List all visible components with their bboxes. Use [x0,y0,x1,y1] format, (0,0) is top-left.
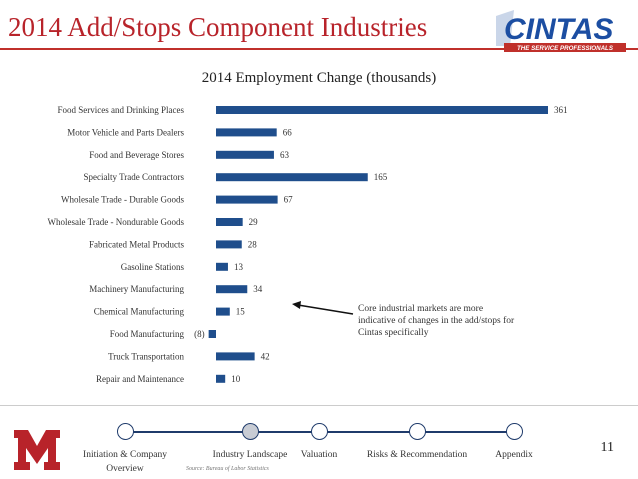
value-label: 15 [236,307,246,317]
chart-title: 2014 Employment Change (thousands) [201,70,437,86]
svg-text:THE SERVICE PROFESSIONALS: THE SERVICE PROFESSIONALS [517,45,614,52]
category-label: Wholesale Trade - Nondurable Goods [48,217,185,227]
timeline-node[interactable] [310,423,328,440]
category-label: Repair and Maintenance [96,374,184,384]
category-label: Food and Beverage Stores [89,150,184,160]
bar [216,150,274,159]
value-label: 13 [234,262,244,272]
bar [216,240,242,249]
page-number: 11 [600,440,614,455]
category-label: Food Manufacturing [110,329,185,339]
bar [208,330,216,338]
category-label: Truck Transportation [108,351,184,361]
bar-chart: Food Services and Drinking Places 361 Moto… [48,105,568,384]
value-label: 66 [283,127,293,137]
timeline-label[interactable]: Appendix [495,450,533,460]
bar [216,374,226,383]
category-label: Wholesale Trade - Durable Goods [61,195,184,205]
value-label: 67 [284,195,294,205]
source-note: Source: Bureau of Labor Statistics [186,466,269,472]
bar [216,285,248,294]
value-label: 10 [231,374,241,384]
category-label: Food Services and Drinking Places [58,105,185,115]
timeline-label[interactable]: Risks & Recommendation [366,450,468,460]
value-label: 29 [249,217,258,227]
category-label: Fabricated Metal Products [89,239,184,249]
value-label: 34 [253,284,262,294]
timeline-node[interactable] [241,423,259,440]
bar [216,307,230,316]
category-label: Gasoline Stations [121,262,185,272]
timeline-node[interactable] [505,423,523,440]
bar [216,173,368,182]
svg-text:CINTAS: CINTAS [504,13,613,46]
section-timeline: Initiation & Company Overview Industry La… [72,418,572,478]
value-label: (8) [194,329,205,339]
bar [216,195,278,204]
bar [216,106,548,114]
footer-divider [0,405,638,406]
annotation-arrow [297,304,354,315]
timeline-label[interactable]: Valuation [300,450,338,460]
chart-annotation: Core industrial markets are more indicat… [358,304,515,338]
category-label: Motor Vehicle and Parts Dealers [67,127,184,137]
bar [216,352,255,361]
category-label: Chemical Manufacturing [94,307,185,317]
value-label: 165 [374,172,388,182]
bar [216,262,228,271]
title-divider [0,48,638,50]
value-label: 63 [280,150,290,160]
timeline-node[interactable] [116,423,134,440]
slide-title: 2014 Add/Stops Component Industries [8,12,428,42]
value-label: 42 [261,351,270,361]
bar [216,218,243,226]
category-label: Machinery Manufacturing [89,284,184,294]
value-label: 28 [248,239,257,249]
timeline-node[interactable] [408,423,426,440]
cintas-logo: CINTAS THE SERVICE PROFESSIONALS [496,10,626,52]
category-label: Specialty Trade Contractors [84,172,185,182]
timeline-label[interactable]: Initiation & Company Overview [83,450,167,474]
bar [216,128,277,137]
value-label: 361 [554,105,568,115]
miami-m-logo [14,430,60,470]
arrow-head [292,301,301,309]
timeline-label[interactable]: Industry Landscape [212,450,288,460]
